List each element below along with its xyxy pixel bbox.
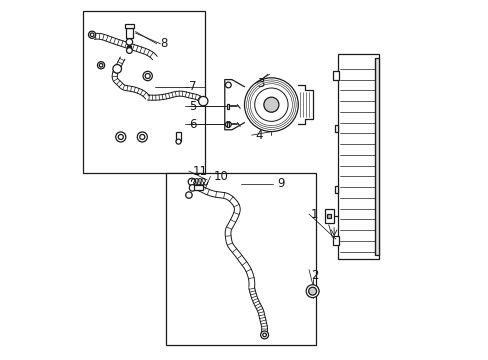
Text: 11: 11 xyxy=(192,165,207,177)
Bar xyxy=(124,24,134,28)
Circle shape xyxy=(189,185,195,191)
Bar xyxy=(334,186,338,193)
Circle shape xyxy=(88,31,96,39)
Text: 2: 2 xyxy=(310,269,318,282)
Text: 10: 10 xyxy=(214,170,228,183)
Bar xyxy=(333,71,338,80)
Text: 6: 6 xyxy=(188,118,196,131)
Circle shape xyxy=(225,122,231,127)
Circle shape xyxy=(308,287,316,295)
Bar xyxy=(334,125,338,132)
Circle shape xyxy=(116,132,125,142)
Text: 9: 9 xyxy=(276,177,284,190)
Bar xyxy=(176,132,181,140)
Circle shape xyxy=(90,33,94,37)
Text: 8: 8 xyxy=(160,37,167,50)
Circle shape xyxy=(145,73,150,78)
Circle shape xyxy=(254,88,287,121)
Circle shape xyxy=(225,82,231,88)
Circle shape xyxy=(305,285,319,298)
Circle shape xyxy=(260,331,268,339)
Circle shape xyxy=(137,132,147,142)
Circle shape xyxy=(185,192,192,198)
Circle shape xyxy=(126,48,132,53)
Text: 7: 7 xyxy=(188,80,196,93)
Bar xyxy=(226,122,229,127)
Bar xyxy=(325,209,333,223)
Circle shape xyxy=(99,63,102,67)
Bar xyxy=(337,54,378,259)
Circle shape xyxy=(176,139,181,144)
Bar xyxy=(326,214,330,218)
Circle shape xyxy=(244,78,298,132)
Circle shape xyxy=(262,333,266,337)
Circle shape xyxy=(188,178,195,185)
Text: 4: 4 xyxy=(255,129,262,142)
Text: 1: 1 xyxy=(310,208,318,221)
Bar xyxy=(333,235,338,244)
Text: 3: 3 xyxy=(257,77,264,90)
Circle shape xyxy=(118,134,123,139)
Bar xyxy=(374,58,378,255)
Bar xyxy=(83,12,204,173)
Circle shape xyxy=(113,64,121,73)
Bar xyxy=(194,185,203,190)
Bar xyxy=(226,104,229,109)
Text: 5: 5 xyxy=(188,100,196,113)
Circle shape xyxy=(142,71,152,81)
Bar xyxy=(165,173,316,345)
Circle shape xyxy=(97,62,104,69)
Circle shape xyxy=(264,97,278,112)
Circle shape xyxy=(126,39,132,45)
Circle shape xyxy=(140,134,144,139)
Circle shape xyxy=(198,96,207,106)
Bar xyxy=(126,28,132,39)
